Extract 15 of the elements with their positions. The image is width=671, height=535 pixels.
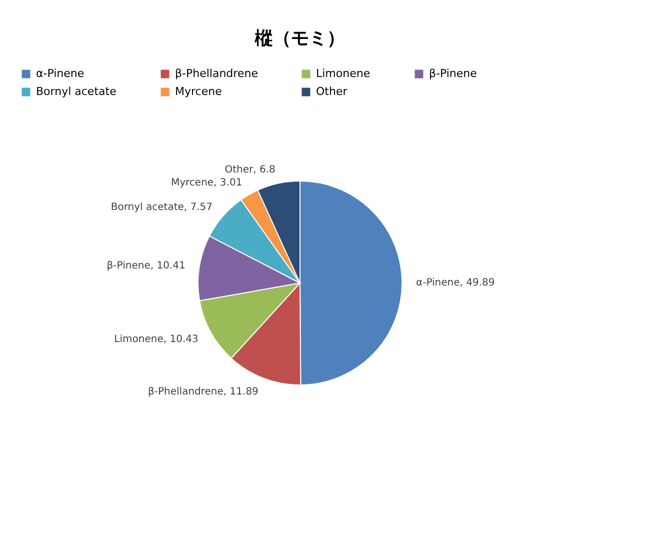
legend-label: β-Pinene: [429, 67, 478, 80]
data-label: Myrcene, 3.01: [170, 177, 242, 188]
legend-label: Limonene: [316, 67, 370, 80]
legend-label: α-Pinene: [36, 67, 84, 80]
data-label: Bornyl acetate, 7.57: [110, 202, 213, 213]
data-label: Other, 6.8: [224, 164, 276, 176]
data-label: β-Phellandrene, 11.89: [148, 386, 258, 398]
legend-label: Myrcene: [175, 85, 222, 98]
legend-label: β-Phellandrene: [175, 67, 258, 80]
legend-label: Bornyl acetate: [36, 85, 117, 98]
data-label: β-Pinene, 10.41: [106, 260, 186, 272]
data-label: α-Pinene, 49.89: [416, 278, 495, 289]
chart-title: 樅（モミ）: [254, 28, 345, 49]
data-label: Limonene, 10.43: [114, 334, 198, 345]
legend-label: Other: [316, 85, 348, 98]
